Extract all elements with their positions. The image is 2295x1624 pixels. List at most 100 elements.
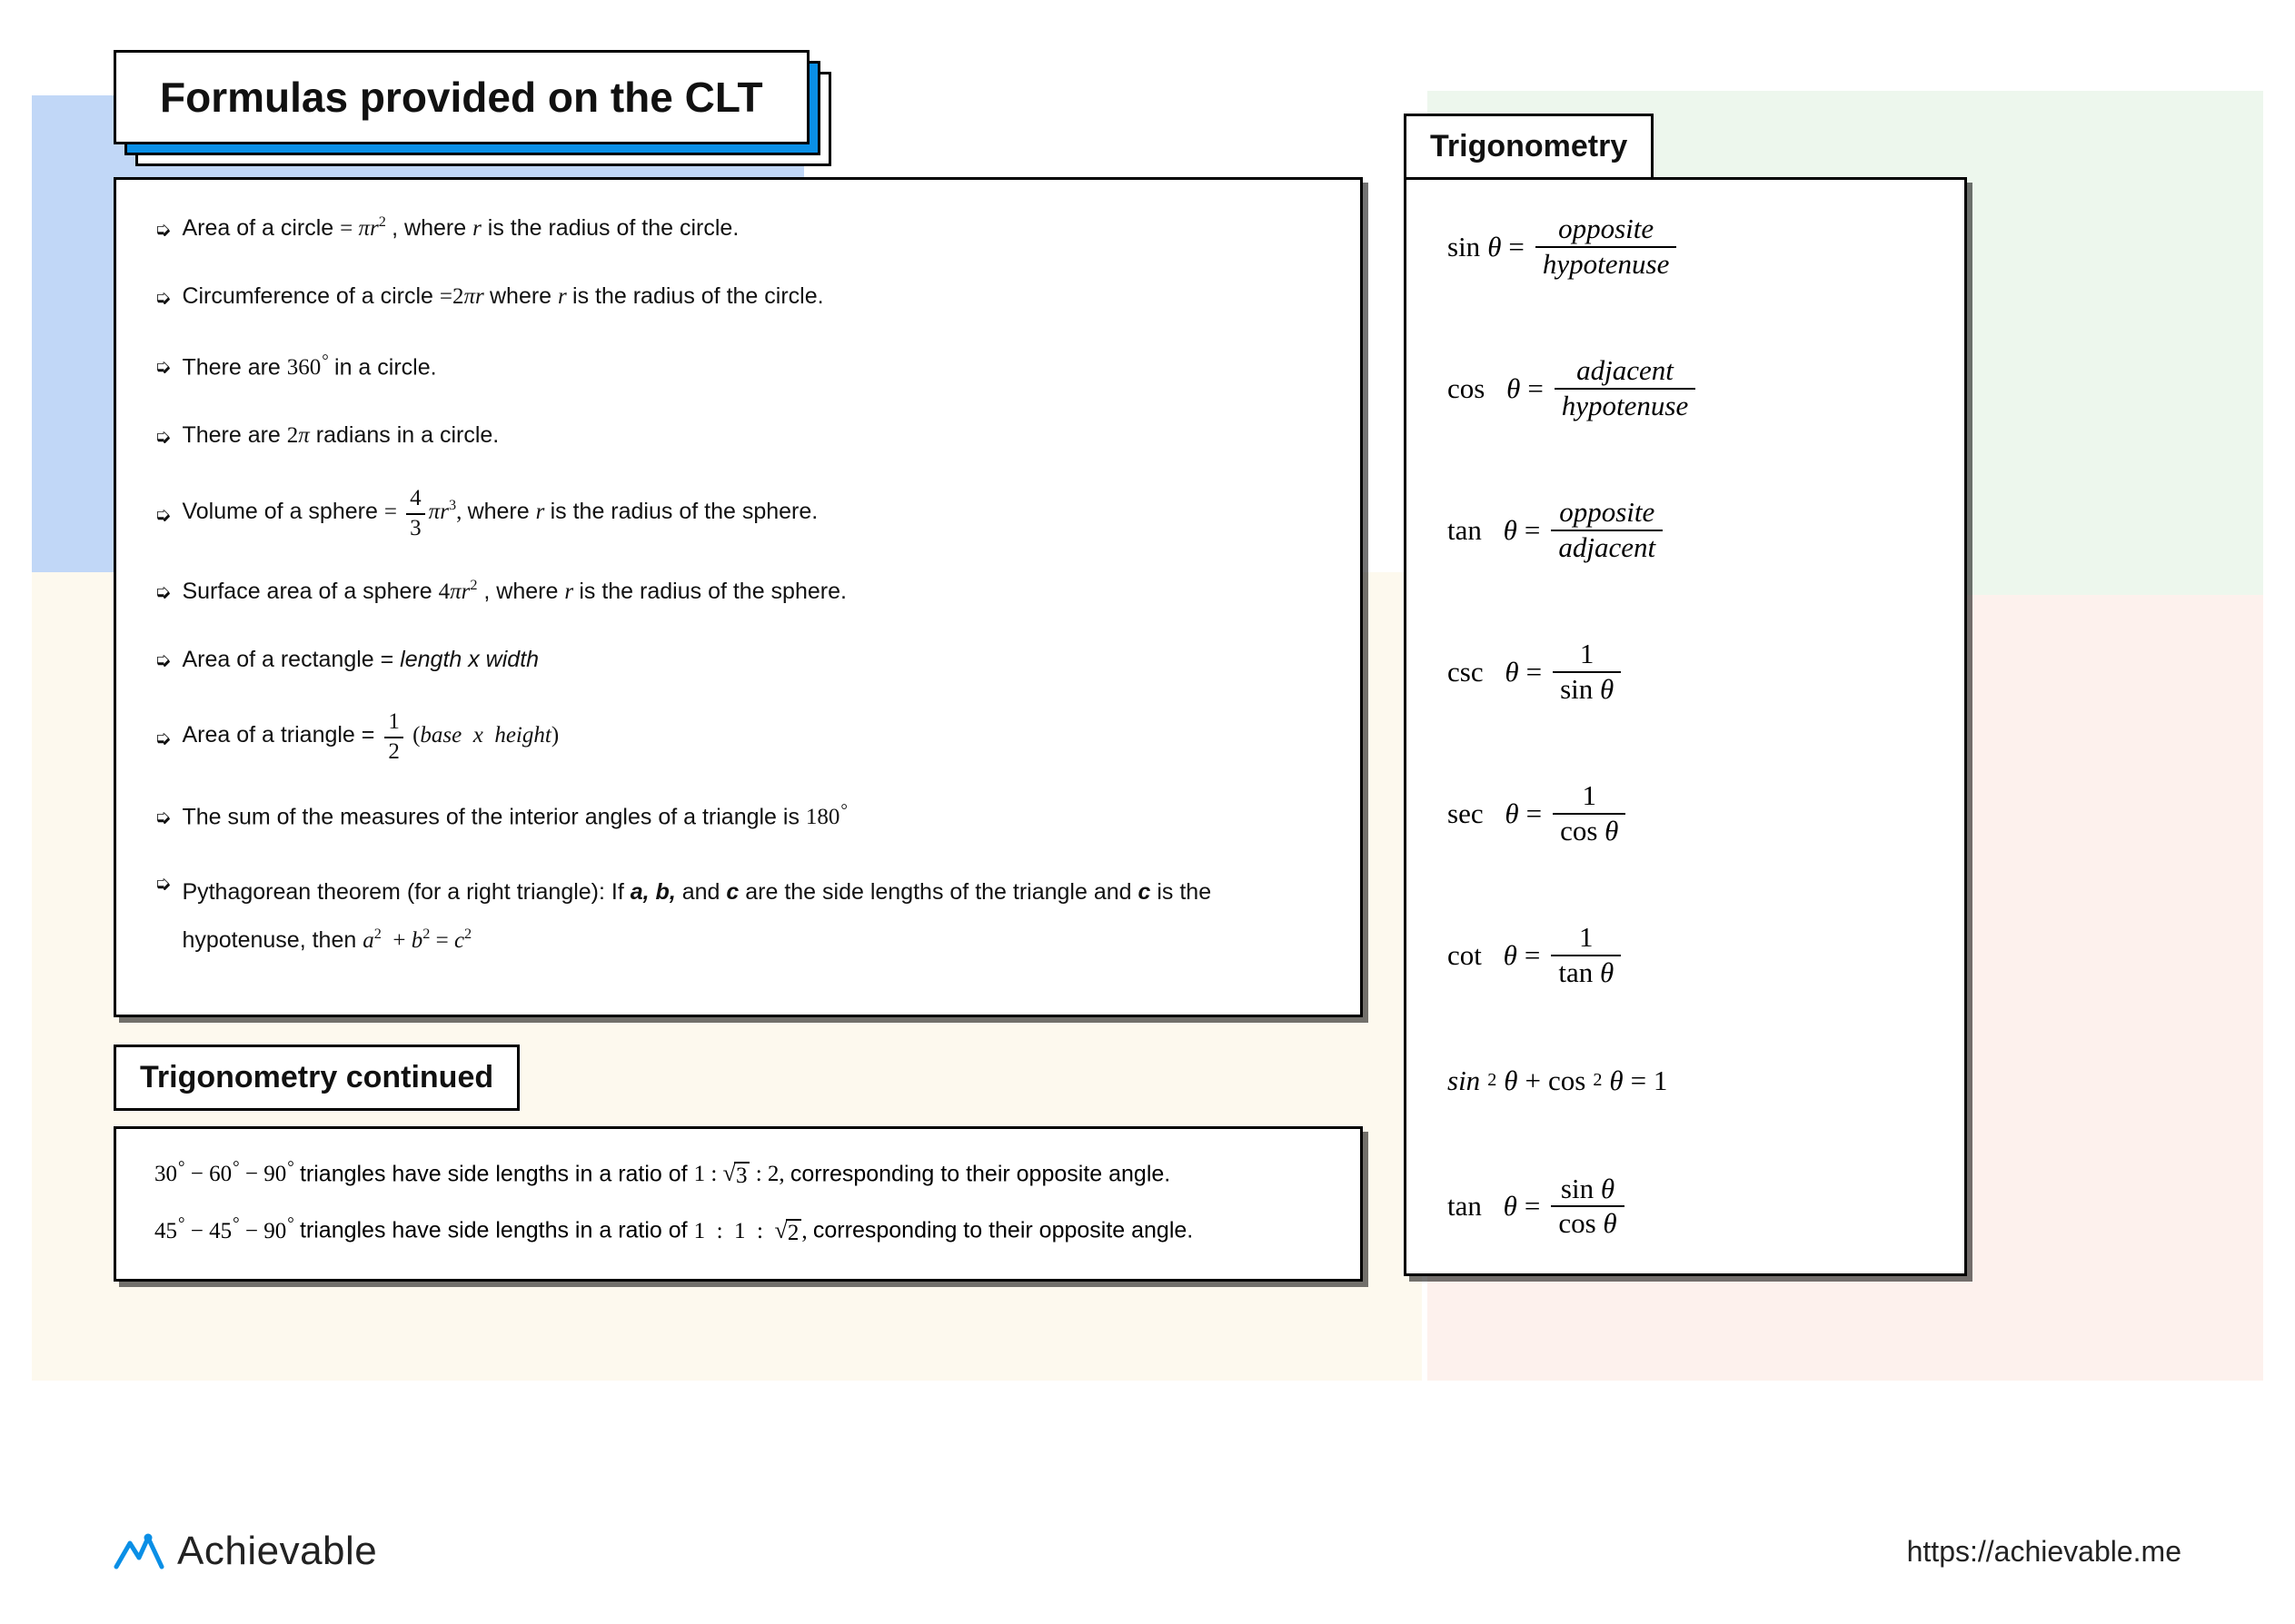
brand-logo: Achievable: [114, 1529, 377, 1574]
formula-text: is the radius of the sphere.: [551, 499, 819, 524]
formula-item: ➭ The sum of the measures of the interio…: [154, 798, 1322, 835]
formula-text: are the side lengths of the triangle and: [745, 879, 1138, 905]
formula-math: 180°: [806, 805, 848, 829]
page-footer: Achievable https://achievable.me: [114, 1529, 2181, 1574]
formula-var: r: [558, 284, 572, 309]
bullet-icon: ➭: [154, 874, 171, 894]
formula-item: ➭ There are 2π radians in a circle.: [154, 419, 1322, 452]
formula-item: ➭ Surface area of a sphere 4πr2 , where …: [154, 575, 1322, 609]
trig-formula-sin: sin θ = oppositehypotenuse: [1447, 214, 1923, 279]
trig-formula-cos: cos θ = adjacenthypotenuse: [1447, 356, 1923, 421]
formula-var: c: [1138, 879, 1151, 905]
formula-text: radians in a circle.: [316, 422, 499, 448]
frac-den: cos θ: [1553, 813, 1625, 847]
trig-formula-identity: sin2 θ + cos2 θ = 1: [1447, 1065, 1923, 1097]
frac-den: cos θ: [1551, 1205, 1624, 1239]
section-title-trig: Trigonometry: [1404, 114, 1654, 180]
bullet-icon: ➭: [154, 220, 171, 240]
trig-continued-row: 45° − 45° − 90° triangles have side leng…: [154, 1214, 1322, 1245]
formula-italic: length x width: [400, 647, 539, 672]
formula-math: 30° − 60° − 90°: [154, 1162, 300, 1186]
formula-text: Area of a rectangle =: [182, 647, 400, 672]
formula-var: r: [536, 500, 551, 524]
frac-num: sin θ: [1554, 1174, 1622, 1206]
frac-den: hypotenuse: [1535, 246, 1676, 280]
bullet-icon: ➭: [154, 582, 171, 602]
formula-math: 2π: [287, 423, 310, 448]
formula-text: is the radius of the circle.: [488, 215, 740, 241]
frac-den: tan θ: [1551, 955, 1621, 988]
trig-formula-sec: sec θ = 1cos θ: [1447, 781, 1923, 846]
trig-continued-row: 30° − 60° − 90° triangles have side leng…: [154, 1158, 1322, 1189]
formula-math: = 43πr3,: [384, 500, 468, 524]
formula-math: 1 : 1 : √2,: [694, 1219, 813, 1243]
formula-math: 12 (base x height): [381, 723, 559, 748]
bullet-icon: ➭: [154, 505, 171, 525]
formula-text: Pythagorean theorem (for a right triangl…: [182, 879, 630, 905]
frac-num: 1: [1572, 923, 1601, 955]
main-formulas-panel: ➭ Area of a circle = πr2 , where r is th…: [114, 177, 1363, 1017]
trig-formula-tan2: tan θ = sin θcos θ: [1447, 1174, 1923, 1239]
brand-url: https://achievable.me: [1907, 1535, 2181, 1569]
formula-text: , where: [483, 579, 558, 604]
formula-text: The sum of the measures of the interior …: [182, 804, 805, 829]
formula-var: a, b,: [631, 879, 676, 905]
frac-num: adjacent: [1569, 356, 1681, 388]
formula-item: ➭ Area of a circle = πr2 , where r is th…: [154, 212, 1322, 245]
formula-text: in a circle.: [334, 354, 437, 380]
formula-var: c: [726, 879, 739, 905]
formula-math: = πr2: [340, 216, 392, 241]
formula-text: Surface area of a sphere: [182, 579, 432, 604]
bullet-icon: ➭: [154, 427, 171, 447]
formula-text: where: [490, 283, 558, 309]
bullet-icon: ➭: [154, 288, 171, 308]
frac-num: opposite: [1552, 498, 1662, 530]
formula-text: corresponding to their opposite angle.: [790, 1161, 1170, 1186]
formula-text: corresponding to their opposite angle.: [813, 1218, 1193, 1243]
frac-den: sin θ: [1553, 671, 1621, 705]
formula-item: ➭ Pythagorean theorem (for a right trian…: [154, 868, 1322, 965]
trig-panel: sin θ = oppositehypotenuse cos θ = adjac…: [1404, 177, 1967, 1276]
formula-math: 4πr2: [439, 579, 478, 604]
formula-item: ➭ Circumference of a circle =2πr where r…: [154, 280, 1322, 313]
frac-num: 1: [1573, 639, 1602, 671]
formula-item: ➭ Area of a triangle = 12 (base x height…: [154, 710, 1322, 764]
formula-item: ➭ Area of a rectangle = length x width: [154, 643, 1322, 676]
bullet-icon: ➭: [154, 357, 171, 377]
page-title-container: Formulas provided on the CLT: [114, 50, 810, 144]
formula-text: Area of a triangle =: [182, 722, 381, 748]
trig-formula-csc: csc θ = 1sin θ: [1447, 639, 1923, 704]
formula-math: a2 + b2 = c2: [363, 928, 472, 953]
frac-den: adjacent: [1551, 530, 1663, 563]
formula-text: and: [682, 879, 727, 905]
formula-math: 360°: [287, 355, 334, 380]
formula-text: triangles have side lengths in a ratio o…: [300, 1161, 694, 1186]
page-title: Formulas provided on the CLT: [160, 73, 763, 122]
formula-text: There are: [182, 422, 286, 448]
title-front: Formulas provided on the CLT: [114, 50, 810, 144]
trig-formula-cot: cot θ = 1tan θ: [1447, 923, 1923, 987]
formula-text: Circumference of a circle: [182, 283, 432, 309]
formula-text: is the radius of the circle.: [572, 283, 824, 309]
frac-den: hypotenuse: [1555, 388, 1695, 421]
bullet-icon: ➭: [154, 807, 171, 827]
formula-math: 1 : √3 : 2,: [694, 1162, 790, 1186]
formula-math: 45° − 45° − 90°: [154, 1219, 300, 1243]
formula-item: ➭ There are 360° in a circle.: [154, 349, 1322, 385]
frac-num: opposite: [1551, 214, 1661, 246]
formula-var: r: [472, 216, 482, 241]
formula-text: is the radius of the sphere.: [579, 579, 847, 604]
achievable-logo-icon: [114, 1530, 164, 1572]
formula-text: where: [468, 499, 536, 524]
frac-num: 1: [1575, 781, 1604, 813]
formula-math: =2πr: [440, 284, 490, 309]
formula-text: There are: [182, 354, 286, 380]
formula-text: Area of a circle: [182, 215, 333, 241]
formula-var: r: [564, 579, 579, 604]
bullet-icon: ➭: [154, 650, 171, 670]
formula-text: Volume of a sphere: [182, 499, 377, 524]
section-title-trig-continued: Trigonometry continued: [114, 1045, 520, 1111]
formula-item: ➭ Volume of a sphere = 43πr3, where r is…: [154, 487, 1322, 540]
trig-formula-tan: tan θ = oppositeadjacent: [1447, 498, 1923, 562]
formula-text: , where: [392, 215, 472, 241]
